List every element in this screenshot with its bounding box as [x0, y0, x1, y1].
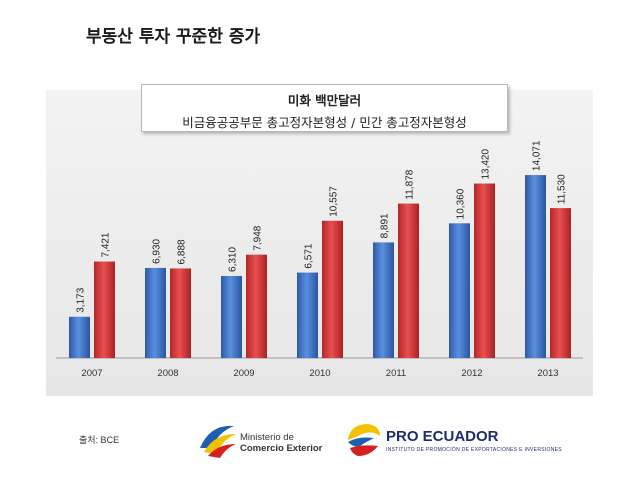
value-label-public-2013: 14,071 [532, 140, 543, 171]
value-label-public-2012: 10,360 [456, 188, 467, 219]
chart-unit-title: 미화 백만달러 [287, 93, 362, 108]
x-tick-label-2011: 2011 [386, 368, 406, 379]
x-tick-label-2013: 2013 [537, 368, 558, 379]
value-label-public-2009: 6,310 [228, 247, 239, 272]
bar-private-2009 [246, 254, 267, 358]
value-label-private-2007: 7,421 [101, 232, 112, 257]
ministerio-logo: Ministerio de Comercio Exterior [196, 418, 322, 466]
bar-public-2012 [449, 223, 470, 358]
x-tick-label-2012: 2012 [461, 368, 482, 379]
bar-public-2011 [373, 242, 394, 358]
ministerio-line1: Ministerio de [240, 432, 294, 443]
source-note: 출처: BCE [79, 435, 120, 445]
value-label-private-2011: 11,878 [405, 169, 416, 199]
bar-private-2012 [474, 183, 495, 358]
pro-ecuador-logo: PRO ECUADOR INSTITUTO DE PROMOCIÓN DE EX… [344, 420, 562, 464]
x-tick-label-2010: 2010 [309, 368, 330, 379]
bar-private-2010 [322, 220, 343, 358]
value-label-public-2011: 8,891 [380, 213, 391, 238]
bar-public-2008 [145, 267, 166, 358]
value-label-private-2013: 11,530 [557, 174, 568, 204]
legend-series-names: 비금융공공부문 총고정자본형성 / 민간 총고정자본형성 [182, 115, 467, 130]
bar-public-2013 [525, 175, 546, 358]
bar-public-2007 [69, 316, 90, 358]
bar-private-2008 [170, 268, 191, 358]
bar-public-2010 [297, 272, 318, 358]
chart-panel: 3,173 7,421 6,930 6,888 6,310 7,948 6,571 10,55… [46, 90, 593, 396]
x-tick-label-2008: 2008 [157, 368, 178, 379]
bar-private-2011 [398, 203, 419, 358]
x-tick-label-2009: 2009 [233, 368, 254, 379]
chart-legend: 미화 백만달러 비금융공공부문 총고정자본형성 / 민간 총고정자본형성 [141, 84, 508, 132]
bar-private-2013 [550, 208, 571, 358]
bar-chart: 3,173 7,421 6,930 6,888 6,310 7,948 6,571 10,55… [56, 140, 583, 379]
value-label-public-2008: 6,930 [152, 238, 163, 263]
value-label-private-2009: 7,948 [253, 225, 264, 250]
x-tick-label-2007: 2007 [81, 368, 102, 379]
bar-private-2007 [94, 261, 115, 358]
pro-ecuador-name: PRO ECUADOR [386, 428, 499, 445]
ecuador-emblem-icon [200, 425, 236, 458]
ministerio-line2: Comercio Exterior [240, 443, 323, 454]
value-label-private-2008: 6,888 [177, 239, 188, 264]
pro-ecuador-tagline: INSTITUTO DE PROMOCIÓN DE EXPORTACIONES … [386, 447, 562, 453]
pro-ecuador-swirl-icon [348, 424, 380, 456]
value-label-public-2010: 6,571 [304, 243, 315, 268]
value-label-private-2012: 13,420 [481, 149, 492, 180]
slide-title: 부동산 투자 꾸준한 증가 [86, 27, 261, 47]
value-label-private-2010: 10,557 [329, 186, 340, 217]
bar-public-2009 [221, 275, 242, 358]
value-label-public-2007: 3,173 [76, 287, 87, 312]
